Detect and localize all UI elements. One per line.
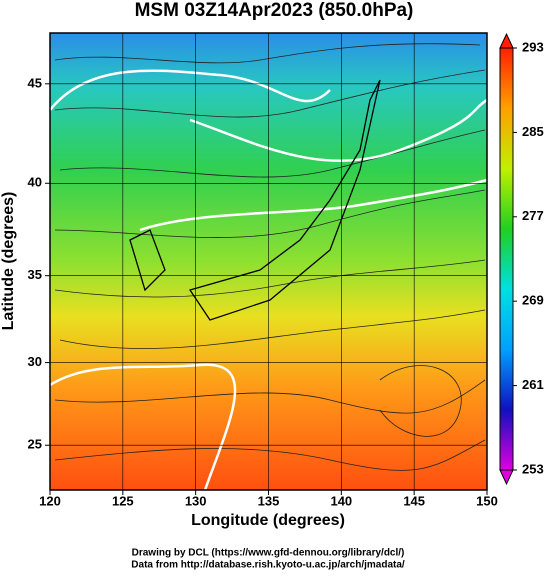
colorbar-tick-label: 261 — [522, 377, 544, 392]
title: MSM 03Z14Apr2023 (850.0hPa) — [135, 0, 414, 21]
coastlines — [129, 79, 381, 321]
y-tick-label: 30 — [28, 354, 42, 369]
colorbar-tick-label: 253 — [522, 461, 544, 476]
y-tick-label: 25 — [28, 437, 42, 452]
x-tick-label: 120 — [39, 493, 61, 508]
contours — [49, 69, 488, 491]
x-tick-label: 135 — [258, 493, 280, 508]
colorbar — [499, 47, 514, 471]
colorbar-min-arrow — [499, 469, 514, 486]
y-tick-label: 35 — [28, 267, 42, 282]
colorbar-tick-label: 269 — [522, 293, 544, 308]
colorbar-tick-label: 285 — [522, 124, 544, 139]
x-tick-label: 140 — [330, 493, 352, 508]
x-tick-label: 125 — [112, 493, 134, 508]
x-tick-label: 130 — [185, 493, 207, 508]
credit: Drawing by DCL (https://www.gfd-dennou.o… — [132, 548, 405, 559]
colorbar-max-arrow — [499, 32, 514, 49]
x-axis-label: Longitude (degrees) — [191, 512, 345, 529]
colorbar-tick-label: 293 — [522, 39, 544, 54]
y-axis-label: Latitude (degrees) — [0, 192, 17, 331]
x-tick-label: 150 — [476, 493, 498, 508]
colorbar-tick-label: 277 — [522, 208, 544, 223]
credit: Data from http://database.rish.kyoto-u.a… — [131, 560, 405, 571]
y-tick-label: 45 — [28, 75, 42, 90]
y-tick-label: 40 — [28, 175, 42, 190]
streamlines — [54, 43, 486, 471]
x-tick-label: 145 — [403, 493, 425, 508]
